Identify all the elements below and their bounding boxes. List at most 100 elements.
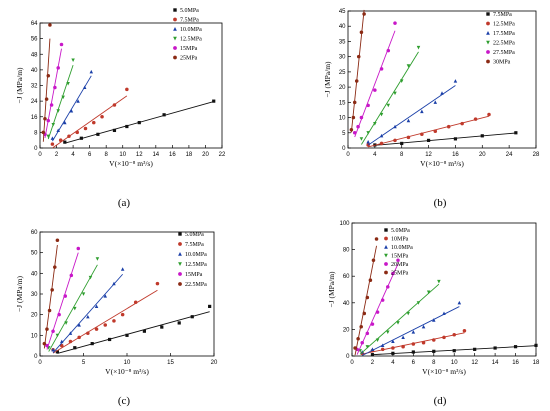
panel-b-legend-marker [486,30,490,35]
panel-d-legend-label: 10MPa [391,237,409,243]
panel-d-y-tick-label: 60 [343,274,350,280]
panel-c-legend: 5.0MPa 7.5MPa 10.0MPa 12.5MPa 15MPa 22.5MPa [178,232,207,288]
panel-d-x-tick-label: 4 [391,360,395,366]
panel-b-y-axis-label: −J (MPa/m) [323,61,332,98]
panel-a-x-tick-label: 4 [71,152,75,158]
panel-d-legend-marker [384,253,388,258]
panel-d-data-point [442,311,446,316]
panel-d-x-tick-label: 18 [533,360,540,366]
panel-a-x-tick-label: 12 [136,152,143,158]
panel-a-series-4-fit-line [44,48,62,139]
panel-a-series-3 [46,58,75,140]
panel-c-data-point [63,294,67,298]
panel-a-data-point [61,95,65,100]
panel-a-data-point [69,108,74,113]
panel-c-x-tick-label: 5 [82,360,86,366]
panel-a-data-point [112,128,117,133]
panel-c-data-point [90,342,94,346]
panel-a-data-point [212,99,216,103]
panel-b-data-point [379,112,384,117]
panel-c-data-point [77,335,81,340]
panel-d-legend-label: 20MPa [391,262,409,268]
panel-c-data-point [94,327,99,331]
panel-a-data-point [44,97,49,101]
panel-c-data-point [120,267,125,271]
panel-a-series-5 [41,23,52,142]
panel-b-data-point [366,139,370,144]
panel-d-data-point [365,295,370,300]
panel-d-data-point [380,347,385,352]
panel-c-data-point [120,312,125,317]
panel-a-data-point [43,116,47,121]
panel-a-data-point [83,126,88,131]
panel-d-data-point [353,346,357,350]
panel-a-series-4 [43,42,64,139]
panel-b-data-point [393,138,397,143]
panel-c-series-3 [46,257,100,352]
panel-c-series-0-fit-line [57,311,210,354]
panel-d-x-tick-label: 10 [451,360,458,366]
panel-b-data-point [433,129,438,134]
panel-c-data-point [177,321,181,325]
panel-b-y-tick-label: 45 [339,9,346,15]
panel-d-data-point [432,338,436,342]
panel-a-data-point [46,73,51,78]
panel-c-legend-marker [178,262,182,267]
panel-d-data-point [421,340,426,345]
panel-a-y-tick-label: 48 [31,52,38,58]
panel-d-data-point [370,322,375,326]
panel-d-y-tick-label: 80 [343,248,350,254]
panel-a-legend-marker [173,8,177,12]
panel-a-x-tick-label: 22 [219,152,226,158]
panel-c-data-point [112,319,116,323]
panel-d-caption: (d) [434,395,447,407]
panel-b-data-point [420,109,424,114]
panel-b-data-point [366,103,370,108]
panel-c-legend-label: 7.5MPa [185,242,204,248]
panel-b-series-1-fit-line [368,115,490,148]
panel-d-data-point [396,321,400,325]
panel-d-x-tick-label: 6 [412,360,416,366]
panel-a-data-point [71,58,75,63]
panel-d-legend-label: 25MPa [391,271,409,277]
panel-d-x-tick-label: 12 [471,360,478,366]
panel-d-data-point [432,349,436,353]
panel-c-data-point [68,331,73,335]
panel-d-series-1 [360,328,467,356]
panel-d-legend-label: 15MPa [391,254,409,260]
panel-d-series-4-fit-line [356,263,399,355]
panel-a-x-tick-label: 20 [202,152,209,158]
panel-c-data-point [73,346,77,350]
panel-a-series-1 [50,87,129,149]
panel-c-legend-marker [178,242,182,246]
panel-a-x-tick-label: 16 [169,152,176,158]
panel-c-data-point [94,304,99,308]
panel-c-legend-marker [178,282,182,286]
panel-b-data-point [362,12,366,16]
panel-b-data-point [406,64,411,68]
panel-c-data-point [81,292,86,296]
panel-d-data-point [452,349,456,353]
panel-c-caption: (c) [118,395,131,407]
panel-b-legend-label: 17.5MPa [493,31,515,37]
panel-a-y-tick-label: 8 [34,130,38,136]
panel-b-legend-marker [486,40,490,45]
panel-b-series-0-fit-line [374,132,516,146]
panel-d-data-point [416,301,421,305]
panel-c-data-point [51,329,55,333]
panel-b-data-point [416,45,421,50]
panel-d-data-point [442,335,446,340]
panel-d-legend-label: 10.0MPa [391,245,413,251]
panel-b-data-point [399,79,404,83]
panel-b-plot-frame [347,10,537,149]
panel-d-data-point [406,311,410,316]
panel-a-legend-label: 25MPa [180,56,198,62]
panel-b-data-point [359,137,364,141]
panel-d-data-point [493,346,497,350]
panel-a-data-point [75,130,79,135]
panel-c-x-tick-label: 15 [167,360,174,366]
panel-a-data-point [125,124,129,129]
panel-b-x-axis-label: V(×10⁻⁸ m³/s) [420,159,464,168]
panel-d-series-5-fit-line [354,245,377,356]
panel-c-data-point [59,339,64,344]
